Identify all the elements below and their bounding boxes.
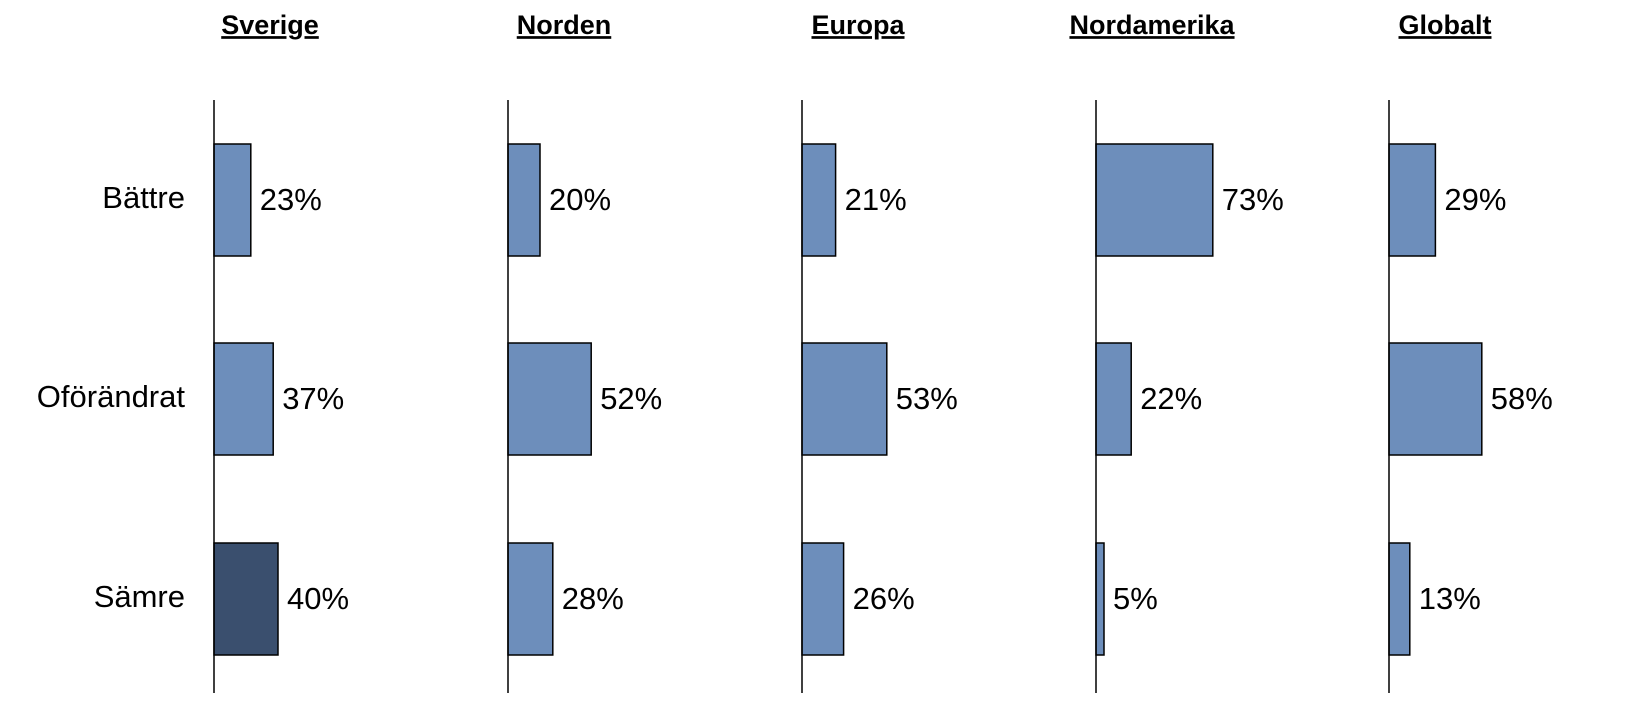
value-label: 58% <box>1491 381 1553 416</box>
bar <box>801 542 845 656</box>
value-label: 23% <box>260 182 322 217</box>
bar <box>213 143 252 257</box>
bar <box>801 342 888 456</box>
bar <box>1388 542 1411 656</box>
value-label: 26% <box>853 581 915 616</box>
value-label: 40% <box>287 581 349 616</box>
bar <box>1095 143 1214 257</box>
panel-title: Nordamerika <box>1069 10 1235 40</box>
bar <box>1095 342 1132 456</box>
value-label: 28% <box>562 581 624 616</box>
bar <box>1388 143 1437 257</box>
panel-title: Europa <box>811 10 905 40</box>
value-label: 29% <box>1444 182 1506 217</box>
value-label: 52% <box>600 381 662 416</box>
value-label: 53% <box>896 381 958 416</box>
panel-title: Sverige <box>221 10 319 40</box>
value-label: 5% <box>1113 581 1158 616</box>
category-label: Oförändrat <box>37 379 186 414</box>
bar <box>801 143 837 257</box>
value-label: 21% <box>845 182 907 217</box>
bar <box>507 542 554 656</box>
panel-title: Globalt <box>1399 10 1492 40</box>
bar <box>507 143 541 257</box>
bar <box>213 542 279 656</box>
value-label: 13% <box>1419 581 1481 616</box>
value-label: 37% <box>282 381 344 416</box>
bar <box>507 342 592 456</box>
value-label: 22% <box>1140 381 1202 416</box>
value-label: 20% <box>549 182 611 217</box>
category-label: Sämre <box>94 579 185 614</box>
category-label: Bättre <box>102 180 185 215</box>
panel-title: Norden <box>517 10 612 40</box>
value-label: 73% <box>1222 182 1284 217</box>
bar <box>1388 342 1483 456</box>
bar <box>213 342 274 456</box>
bar <box>1095 542 1105 656</box>
